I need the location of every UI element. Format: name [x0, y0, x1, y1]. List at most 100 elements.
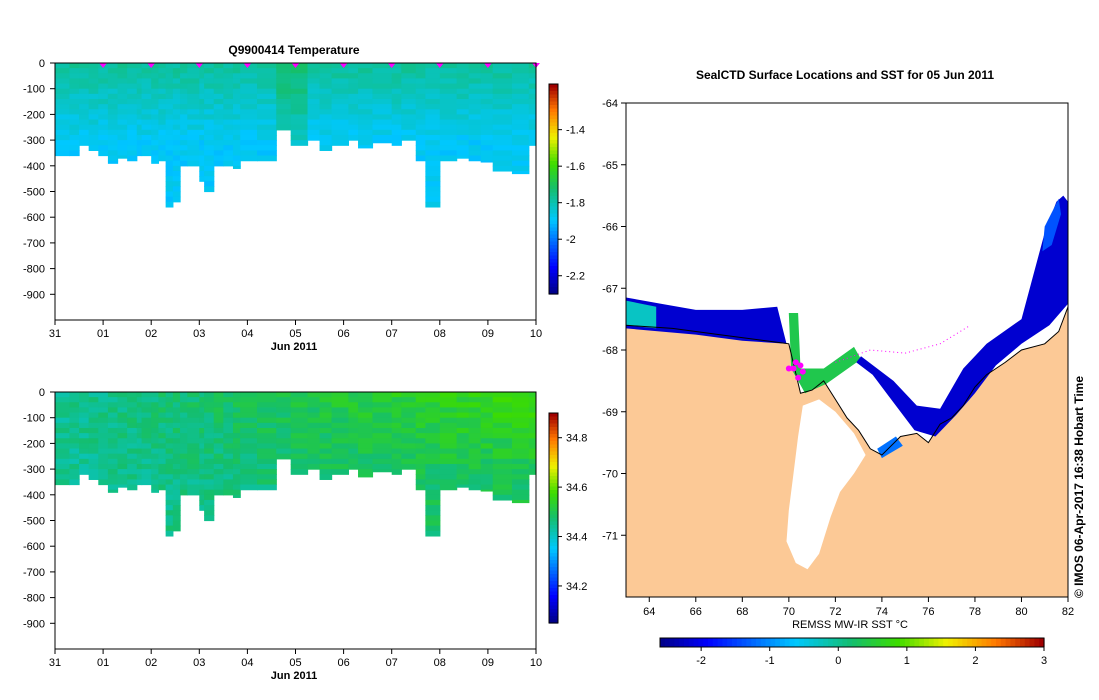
temperature-cell: [172, 124, 181, 131]
salinity-cell: [187, 474, 200, 480]
salinity-cell: [348, 463, 359, 470]
temperature-cell: [372, 78, 393, 85]
temperature-cell: [415, 78, 426, 85]
temperature-cell: [213, 109, 224, 115]
salinity-cell: [117, 397, 128, 403]
temperature-cell: [136, 88, 143, 95]
temperature-ytick-label: -700: [23, 238, 45, 250]
salinity-cell: [79, 412, 90, 419]
temperature-cell: [199, 114, 205, 121]
salinity-cell: [425, 438, 441, 444]
salinity-cell: [358, 453, 374, 460]
temperature-cell: [391, 109, 402, 115]
salinity-cell: [55, 412, 71, 419]
salinity-cell: [480, 417, 494, 424]
map-colorbar-cell: [842, 638, 848, 647]
salinity-cell: [117, 479, 128, 486]
temperature-cell: [319, 83, 333, 90]
temperature-cell: [199, 176, 205, 182]
salinity-cell: [307, 402, 321, 409]
temperature-cell: [511, 155, 530, 162]
temperature-cell: [187, 68, 200, 74]
temperature-cell: [165, 68, 174, 74]
salinity-cell: [492, 417, 513, 424]
salinity-cell: [480, 448, 494, 455]
salinity-cell: [425, 433, 441, 439]
salinity-cell: [107, 397, 119, 403]
temperature-colorbar-cell: [549, 164, 558, 169]
temperature-cell: [165, 93, 174, 100]
temperature-cell: [127, 93, 138, 100]
salinity-cell: [141, 469, 152, 475]
salinity-xtick-label: 06: [337, 657, 349, 669]
temperature-cell: [290, 114, 309, 121]
temperature-cell: [358, 134, 374, 141]
temperature-cell: [180, 98, 188, 105]
temperature-cell: [172, 134, 181, 141]
salinity-cell: [358, 397, 374, 403]
temperature-cell: [307, 83, 321, 90]
temperature-cell: [290, 119, 309, 126]
sst-band-west-teal: [626, 300, 657, 329]
salinity-cell: [528, 402, 536, 409]
salinity-cell: [528, 438, 536, 444]
salinity-colorbar-cell: [549, 574, 558, 579]
salinity-cell: [199, 494, 205, 501]
salinity-cell: [492, 438, 513, 444]
temperature-cell: [141, 114, 152, 121]
salinity-colorbar-label: 34.8: [566, 433, 587, 445]
salinity-cell: [141, 402, 152, 409]
salinity-cell: [232, 427, 241, 434]
temperature-cell: [425, 68, 441, 74]
salinity-cell: [331, 412, 350, 419]
temperature-cell: [232, 83, 241, 90]
temperature-cell: [79, 109, 90, 115]
temperature-cell: [117, 140, 128, 146]
temperature-cell: [158, 114, 167, 121]
salinity-cell: [415, 433, 426, 439]
temperature-cell: [528, 98, 536, 105]
salinity-ytick-label: 0: [39, 387, 45, 399]
temperature-cell: [172, 155, 181, 162]
map-colorbar-cell: [770, 638, 776, 647]
map-colorbar-cell: [722, 638, 728, 647]
temperature-cell: [307, 98, 321, 105]
salinity-cell: [319, 463, 333, 470]
salinity-ytick-label: -900: [23, 618, 45, 630]
temperature-cell: [290, 63, 309, 69]
map-colorbar-cell: [972, 638, 978, 647]
salinity-cell: [88, 417, 99, 424]
temperature-cell: [511, 104, 530, 110]
salinity-cell: [199, 469, 205, 475]
salinity-cell: [136, 443, 143, 450]
temperature-cell: [151, 129, 160, 136]
temperature-cell: [158, 104, 167, 110]
temperature-ytick-label: -400: [23, 161, 45, 173]
salinity-cell: [136, 433, 143, 439]
salinity-cell: [158, 453, 167, 460]
salinity-cell: [180, 412, 188, 419]
temperature-cell: [127, 83, 138, 90]
salinity-cell: [187, 469, 200, 475]
salinity-cell: [199, 505, 205, 511]
temperature-cell: [391, 114, 402, 121]
salinity-cell: [492, 469, 513, 475]
salinity-cell: [107, 463, 119, 470]
salinity-cell: [213, 489, 224, 496]
seal-location: [797, 362, 804, 369]
salinity-cell: [372, 402, 393, 409]
salinity-cell: [391, 392, 402, 398]
temperature-cell: [290, 93, 309, 100]
salinity-cell: [204, 392, 215, 398]
temperature-cell: [117, 145, 128, 151]
salinity-cell: [223, 484, 234, 491]
salinity-cell: [165, 474, 174, 480]
temperature-cell: [511, 114, 530, 121]
salinity-colorbar-cell: [549, 437, 558, 442]
temperature-cell: [117, 114, 128, 121]
salinity-cell: [88, 422, 99, 429]
salinity-cell: [372, 469, 393, 473]
salinity-cell: [79, 453, 90, 460]
temperature-cell: [358, 104, 374, 110]
salinity-cell: [425, 397, 441, 403]
